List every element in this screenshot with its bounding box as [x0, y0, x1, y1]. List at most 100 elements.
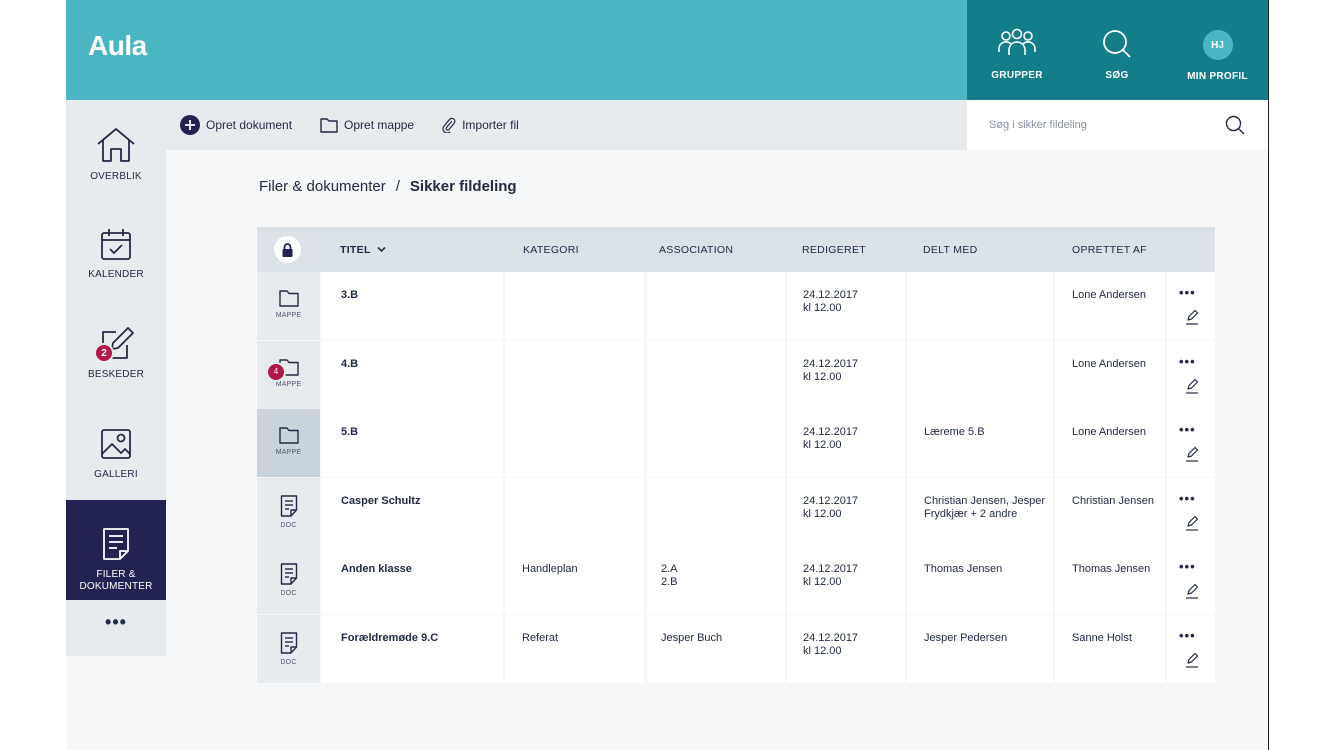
edit-button[interactable] [1185, 446, 1199, 467]
breadcrumb: Filer & dokumenter / Sikker fildeling [259, 178, 517, 195]
column-shared-with[interactable]: DELT MED [923, 244, 978, 256]
edit-button[interactable] [1185, 583, 1199, 604]
nav-search[interactable]: SØG [1067, 0, 1167, 100]
create-folder-button[interactable]: Opret mappe [320, 117, 414, 133]
shared-with-cell: Christian Jensen, Jesper Frydkjær + 2 an… [907, 477, 1053, 546]
file-title[interactable]: Forældremøde 9.C [341, 631, 439, 644]
table-row[interactable]: DOC Anden klasse Handleplan 2.A 2.B 24.12.20… [257, 546, 1215, 615]
messages-badge: 2 [94, 343, 114, 363]
title-cell: 3.B [322, 272, 503, 340]
shared-with-cell: Thomas Jensen [907, 546, 1053, 614]
folder-icon [278, 290, 299, 307]
sidebar-item-label: GALLERI [94, 469, 138, 480]
file-title[interactable]: 4.B [341, 357, 359, 370]
title-cell: Anden klasse [322, 546, 503, 614]
edit-icon [1186, 446, 1199, 462]
file-edited: 24.12.2017 kl 12.00 [803, 289, 859, 314]
category-cell [505, 409, 644, 477]
edited-cell: 24.12.2017 kl 12.00 [787, 340, 905, 409]
file-title[interactable]: 3.B [341, 289, 359, 301]
sidebar-item-overview[interactable]: OVERBLIK [66, 100, 166, 200]
sidebar: OVERBLIK KALENDER 2 BESKEDER GALLERI F [66, 100, 166, 656]
sidebar-item-label: FILER & DOKUMENTER [79, 569, 153, 592]
column-title[interactable]: TITEL [340, 244, 386, 256]
search-icon[interactable] [1225, 115, 1245, 135]
edit-button[interactable] [1185, 515, 1199, 536]
breadcrumb-separator: / [395, 178, 400, 195]
file-created-by: Lone Andersen [1072, 426, 1147, 438]
nav-profile[interactable]: HJ MIN PROFIL [1167, 0, 1268, 100]
shared-with-cell [907, 272, 1053, 340]
title-cell: Forældremøde 9.C [322, 614, 503, 683]
file-created-by: Lone Andersen [1072, 357, 1147, 370]
edit-button[interactable] [1185, 652, 1199, 673]
folder-badge: 4 [266, 361, 286, 382]
column-created-by[interactable]: OPRETTET AF [1072, 244, 1147, 256]
file-edited: 24.12.2017 kl 12.00 [803, 494, 859, 520]
more-options-button[interactable]: ••• [1179, 285, 1196, 300]
lock-badge [274, 236, 301, 263]
create-document-button[interactable]: Opret dokument [180, 115, 292, 135]
sidebar-more-button[interactable]: ••• [105, 612, 127, 632]
more-options-button[interactable]: ••• [1179, 627, 1196, 643]
column-category[interactable]: KATEGORI [523, 244, 579, 256]
column-association[interactable]: ASSOCIATION [659, 244, 734, 256]
sidebar-item-label: OVERBLIK [90, 171, 142, 182]
edited-cell: 24.12.2017 kl 12.00 [787, 477, 905, 546]
table-row[interactable]: MAPPE 3.B 24.12.2017 kl 12.00 Lone Andersen… [257, 272, 1215, 341]
column-edited[interactable]: REDIGERET [802, 244, 866, 256]
table-row[interactable]: DOC Casper Schultz 24.12.2017 kl 12.00 Chri… [257, 477, 1215, 546]
file-title[interactable]: Anden klasse [341, 563, 412, 575]
edited-cell: 24.12.2017 kl 12.00 [787, 409, 905, 477]
header-nav: GRUPPER SØG HJ MIN PROFIL [967, 0, 1268, 100]
folder-icon [278, 427, 299, 444]
created-by-cell: Lone Andersen [1055, 340, 1165, 409]
category-cell [505, 340, 644, 409]
lock-icon [282, 242, 293, 257]
window-edge [1268, 0, 1269, 750]
edit-button[interactable] [1185, 378, 1199, 399]
aula-logo[interactable]: Aula [88, 30, 147, 61]
table-row[interactable]: MAPPE 5.B 24.12.2017 kl 12.00 Læreme 5.B Lon… [257, 409, 1215, 478]
sidebar-item-files[interactable]: FILER & DOKUMENTER [66, 500, 166, 600]
document-icon [103, 528, 129, 560]
category-cell: Handleplan [505, 546, 644, 614]
more-options-button[interactable]: ••• [1179, 490, 1196, 506]
more-options-button[interactable]: ••• [1179, 353, 1196, 369]
shared-with-cell: Jesper Pedersen [907, 614, 1053, 683]
import-file-button[interactable]: Importer fil [442, 117, 519, 133]
nav-groups[interactable]: GRUPPER [967, 0, 1067, 100]
file-edited: 24.12.2017 kl 12.00 [803, 357, 859, 383]
search-input[interactable] [989, 119, 1219, 131]
table-row[interactable]: DOC Forældremøde 9.C Referat Jesper Buch 24.… [257, 614, 1215, 683]
file-title[interactable]: Casper Schultz [341, 494, 421, 507]
sidebar-item-messages[interactable]: 2 BESKEDER [66, 300, 166, 400]
breadcrumb-parent[interactable]: Filer & dokumenter [259, 178, 386, 195]
file-type-cell: DOC [257, 546, 320, 614]
more-options-button[interactable]: ••• [1179, 559, 1196, 574]
create-document-label: Opret dokument [206, 118, 293, 132]
file-shared-with: Læreme 5.B [924, 426, 985, 438]
category-cell: Referat [505, 614, 644, 683]
calendar-icon [101, 229, 131, 260]
file-type-cell: MAPPE [257, 272, 320, 340]
more-options-button[interactable]: ••• [1179, 422, 1196, 437]
app-window: Aula GRUPPER SØG HJ MIN PROFIL [66, 0, 1268, 750]
title-cell: 5.B [322, 409, 503, 477]
sidebar-item-calendar[interactable]: KALENDER [66, 200, 166, 300]
file-shared-with: Thomas Jensen [924, 563, 1003, 575]
edit-icon [1186, 309, 1199, 325]
edit-button[interactable] [1185, 309, 1199, 330]
file-title[interactable]: 5.B [341, 426, 359, 438]
sidebar-item-gallery[interactable]: GALLERI [66, 400, 166, 500]
created-by-cell: Thomas Jensen [1055, 546, 1165, 614]
file-type-label: MAPPE [275, 312, 302, 319]
edited-cell: 24.12.2017 kl 12.00 [787, 546, 905, 614]
groups-icon [998, 28, 1036, 55]
category-cell [505, 477, 644, 546]
table-row[interactable]: 4 MAPPE 4.B 24.12.2017 kl 12.00 Lone Anderse… [257, 340, 1215, 409]
association-cell [647, 272, 785, 340]
edited-cell: 24.12.2017 kl 12.00 [787, 272, 905, 340]
actions-cell: ••• [1167, 546, 1215, 614]
file-type-cell: DOC [257, 614, 320, 683]
